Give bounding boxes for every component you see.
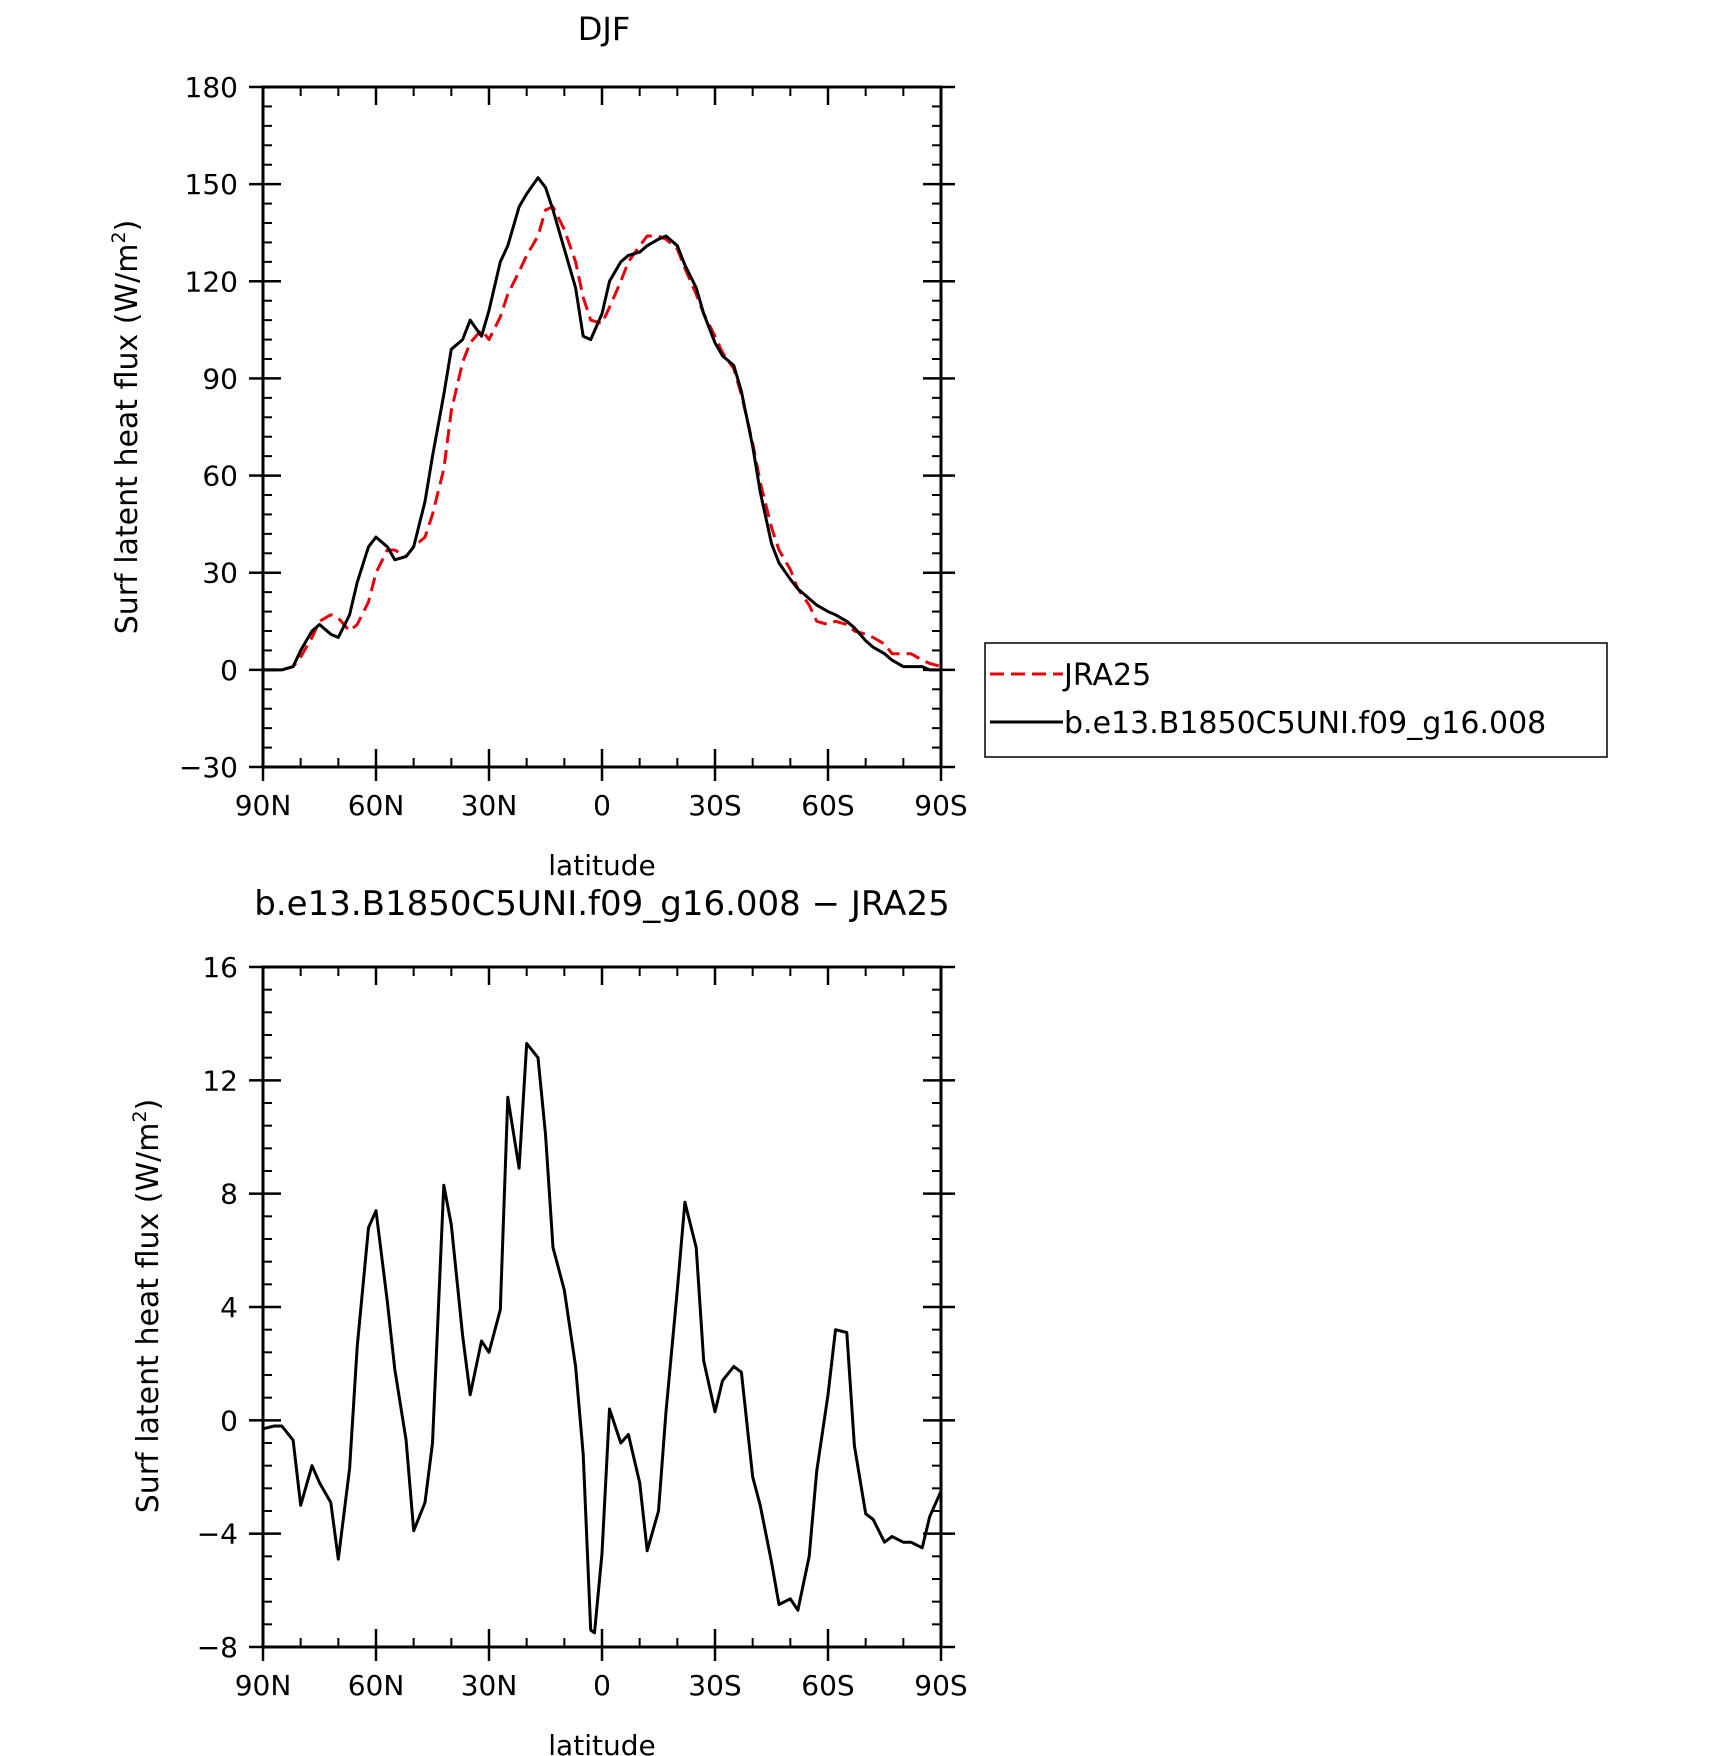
legend-box — [984, 642, 1608, 758]
bottom-x-tick-label: 0 — [593, 1669, 611, 1702]
bottom-x-tick-label: 60N — [348, 1669, 405, 1702]
top-x-tick-label: 60S — [801, 789, 854, 822]
bottom-series-group — [262, 1042, 943, 1635]
bottom-x-tick-label: 30N — [461, 1669, 518, 1702]
bottom-y-tick-label: −4 — [197, 1518, 238, 1551]
top-y-axis-label-main: Surf latent heat flux (W/m — [110, 244, 145, 635]
top-chart-title: DJF — [578, 10, 630, 48]
bottom-x-tick-label: 90N — [235, 1669, 292, 1702]
top-y-tick-label: 90 — [202, 362, 238, 395]
top-x-tick-label: 60N — [348, 789, 405, 822]
top-series-group — [263, 176, 942, 672]
bottom-axis-ticks: 90N 60N 30N 0 30S 60S 90S −8 −4 0 4 8 12 16 — [197, 951, 968, 1702]
bottom-y-axis-label: Surf latent heat flux (W/m2) — [129, 1099, 166, 1514]
bottom-chart-title: b.e13.B1850C5UNI.f09_g16.008 − JRA25 — [254, 884, 949, 924]
bottom-x-tick-label: 60S — [801, 1669, 854, 1702]
top-y-axis-label-sup: 2 — [108, 231, 130, 243]
top-x-tick-label: 90N — [235, 789, 292, 822]
top-x-tick-label: 90S — [914, 789, 967, 822]
bottom-y-axis-label-sup: 2 — [129, 1110, 151, 1122]
bottom-y-tick-label: 8 — [220, 1178, 238, 1211]
bottom-panel: b.e13.B1850C5UNI.f09_g16.008 − JRA25 90N… — [129, 884, 968, 1756]
top-x-axis-label: latitude — [548, 849, 655, 882]
top-y-axis-label: Surf latent heat flux (W/m2) — [108, 220, 145, 635]
bottom-y-axis-label-main: Surf latent heat flux (W/m — [131, 1123, 166, 1514]
bottom-series-line-0 — [262, 1042, 943, 1635]
top-x-tick-label: 30S — [688, 789, 741, 822]
top-axis-ticks: 90N 60N 30N 0 30S 60S 90S −30 0 30 60 90 120 150 180 — [179, 71, 968, 822]
top-y-tick-label: 60 — [202, 460, 238, 493]
top-panel: DJF 90N 60N 30N 0 30S 60S 90S −30 0 30 60 90 120 150 1… — [108, 10, 968, 882]
top-y-tick-label: 180 — [185, 71, 238, 104]
top-series-line-b-e13-b1850c5uni-f09-g16-008 — [263, 176, 941, 672]
bottom-x-tick-label: 30S — [688, 1669, 741, 1702]
top-series-line-jra25 — [263, 205, 942, 672]
top-y-tick-label: 150 — [185, 168, 238, 201]
bottom-y-tick-label: 12 — [202, 1064, 238, 1097]
bottom-y-tick-label: 16 — [202, 951, 238, 984]
bottom-y-axis-label-close: ) — [131, 1099, 166, 1111]
top-y-tick-label: 30 — [202, 557, 238, 590]
bottom-plot-frame — [261, 965, 943, 1649]
top-plot-frame — [261, 85, 943, 769]
bottom-y-tick-label: 0 — [220, 1404, 238, 1437]
top-y-tick-label: 120 — [185, 265, 238, 298]
top-x-tick-label: 30N — [461, 789, 518, 822]
top-x-tick-label: 0 — [593, 789, 611, 822]
legend-label-jra25: JRA25 — [1062, 658, 1151, 693]
bottom-x-tick-label: 90S — [914, 1669, 967, 1702]
legend-label-model: b.e13.B1850C5UNI.f09_g16.008 — [1064, 706, 1546, 741]
top-y-tick-label: −30 — [179, 751, 238, 784]
bottom-x-axis-label: latitude — [548, 1729, 655, 1756]
top-y-axis-label-close: ) — [110, 220, 145, 232]
legend: JRA25 b.e13.B1850C5UNI.f09_g16.008 — [984, 642, 1608, 758]
top-y-tick-label: 0 — [220, 654, 238, 687]
bottom-y-tick-label: 4 — [220, 1291, 238, 1324]
bottom-y-tick-label: −8 — [197, 1631, 238, 1664]
